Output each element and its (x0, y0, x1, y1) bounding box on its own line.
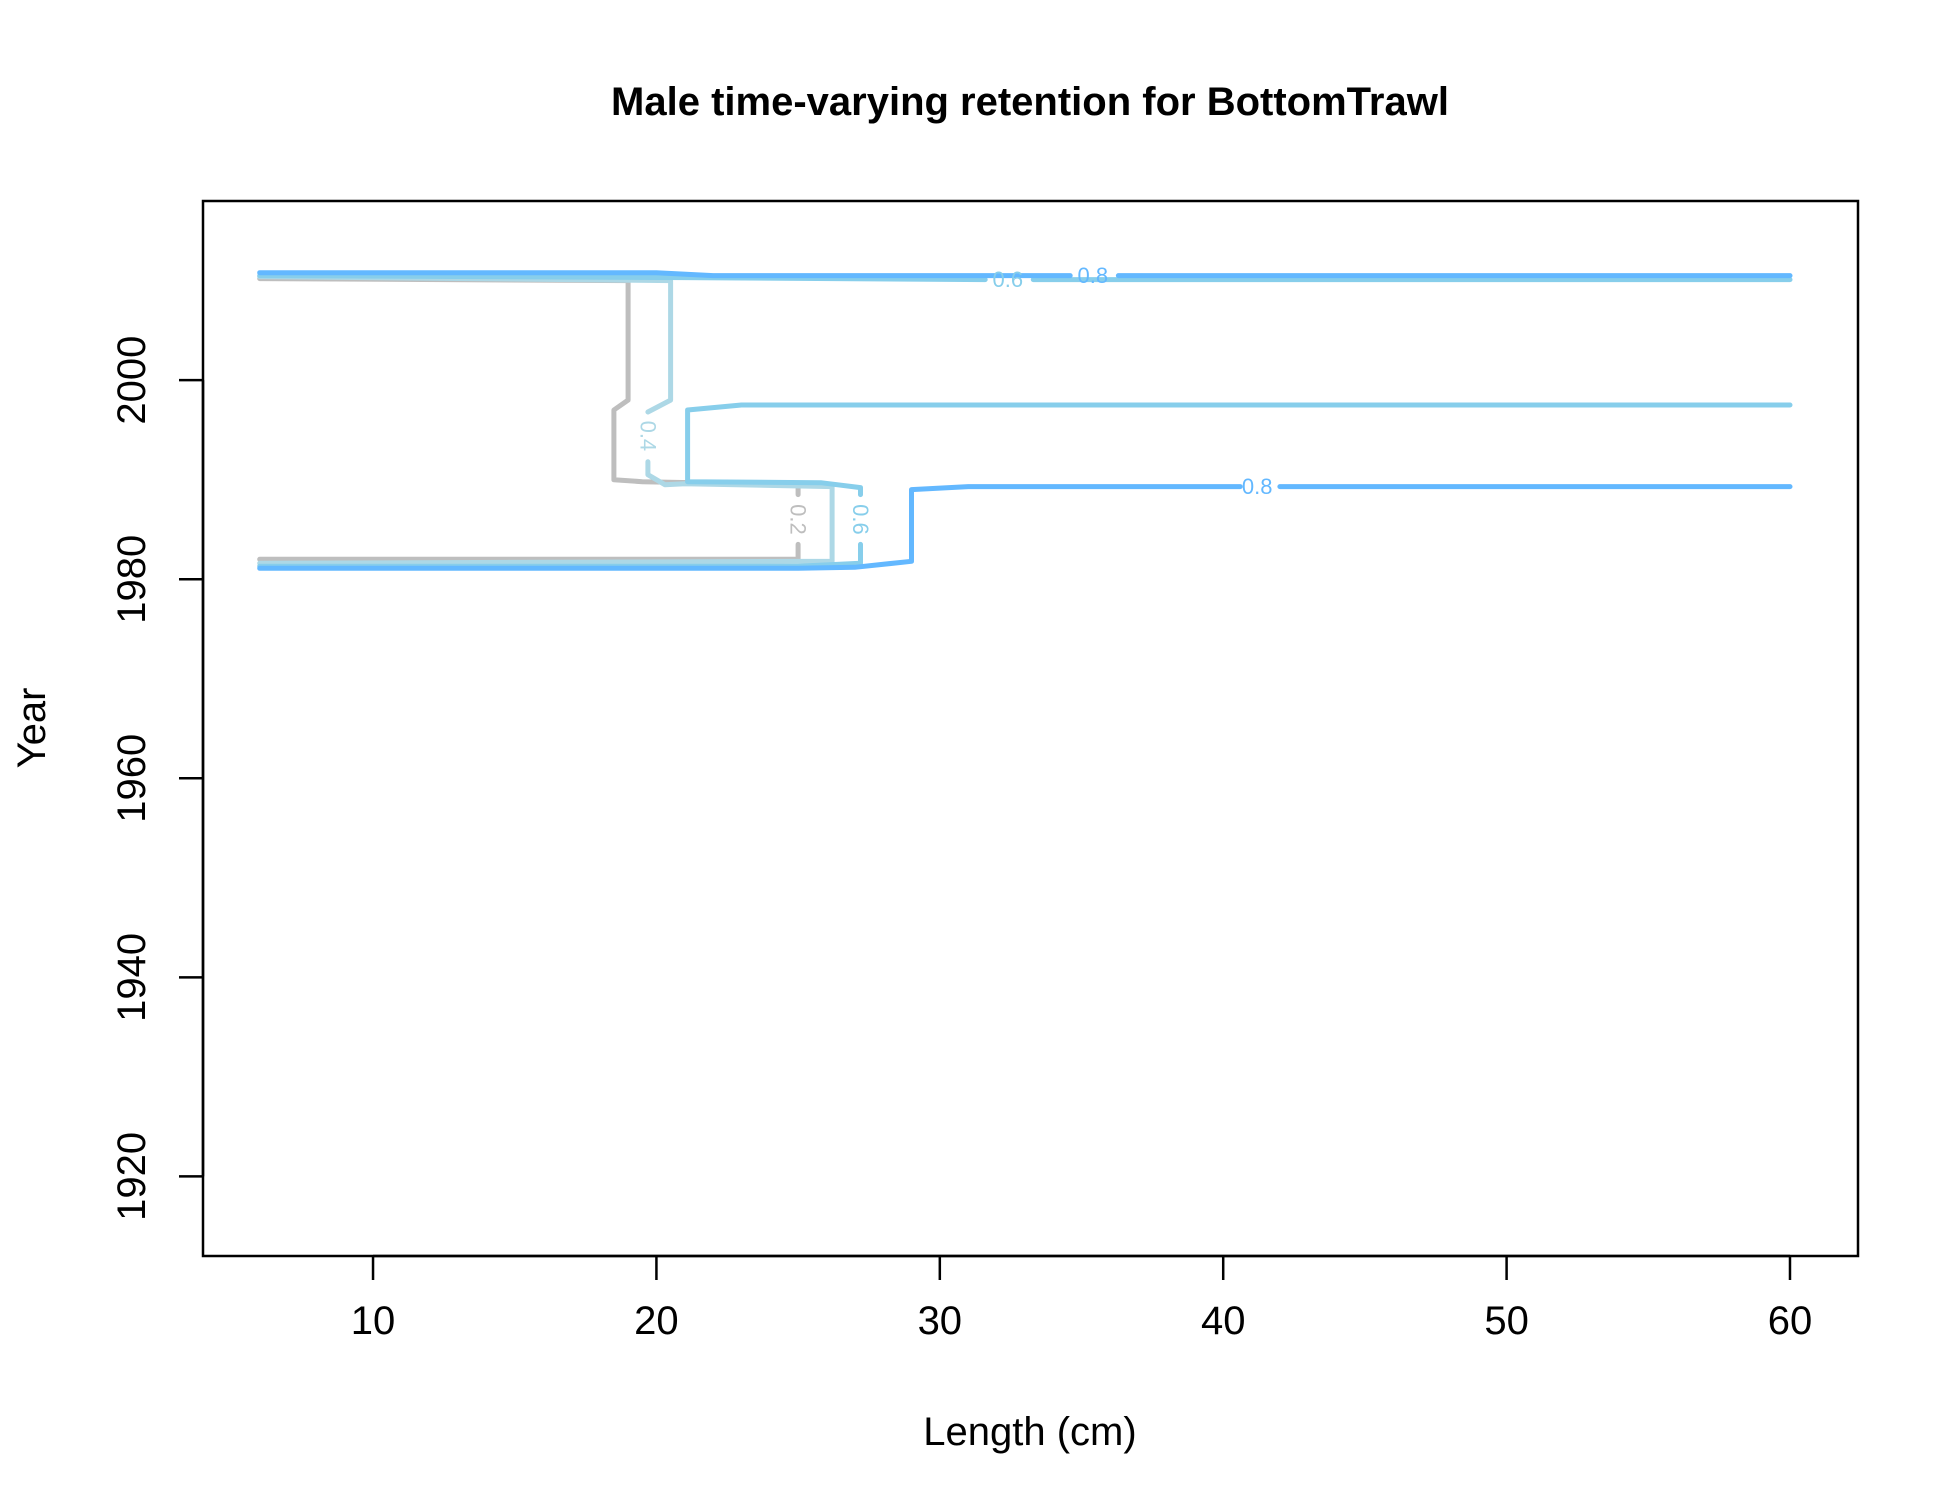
y-tick-label: 2000 (110, 336, 154, 425)
x-axis: 10 20 30 40 50 60 (351, 1254, 1813, 1343)
chart-title: Male time-varying retention for BottomTr… (611, 80, 1449, 124)
y-tick-label: 1960 (110, 734, 154, 823)
y-axis-label: Year (10, 688, 54, 769)
x-tick-label: 20 (634, 1299, 679, 1343)
contour-label-0-8: 0.8 (1078, 263, 1109, 288)
contour-label-0-6: 0.6 (848, 504, 873, 535)
contour-line-0-8 (257, 270, 1073, 279)
contour-line-0-8 (257, 484, 1243, 571)
contour-label-0-8: 0.8 (1242, 474, 1273, 499)
contour-line-0-6 (685, 402, 1793, 498)
x-tick-label: 30 (918, 1299, 963, 1343)
x-tick-label: 60 (1768, 1299, 1813, 1343)
contour-labels: 0.2 0.4 0.6 0.6 0.8 0.8 (635, 263, 1272, 535)
contour-line-0-2 (257, 276, 801, 498)
contour-line-0-4 (257, 459, 835, 566)
contour-label-0-2: 0.2 (786, 504, 811, 535)
x-tick-label: 40 (1201, 1299, 1246, 1343)
contour-label-0-4: 0.4 (635, 421, 660, 452)
y-tick-label: 1940 (110, 933, 154, 1022)
contour-label-0-6: 0.6 (993, 267, 1024, 292)
x-tick-label: 10 (351, 1299, 396, 1343)
y-tick-label: 1980 (110, 535, 154, 624)
contour-lines (257, 270, 1793, 571)
x-tick-label: 50 (1484, 1299, 1529, 1343)
contour-line-0-6 (257, 273, 988, 283)
y-tick-label: 1920 (110, 1132, 154, 1221)
plot-frame (201, 199, 1860, 1258)
x-axis-label: Length (cm) (923, 1410, 1136, 1454)
contour-line-0-2 (257, 541, 801, 562)
contour-line-0-4 (257, 274, 674, 415)
y-axis: 1920 1940 1960 1980 2000 (110, 336, 205, 1221)
